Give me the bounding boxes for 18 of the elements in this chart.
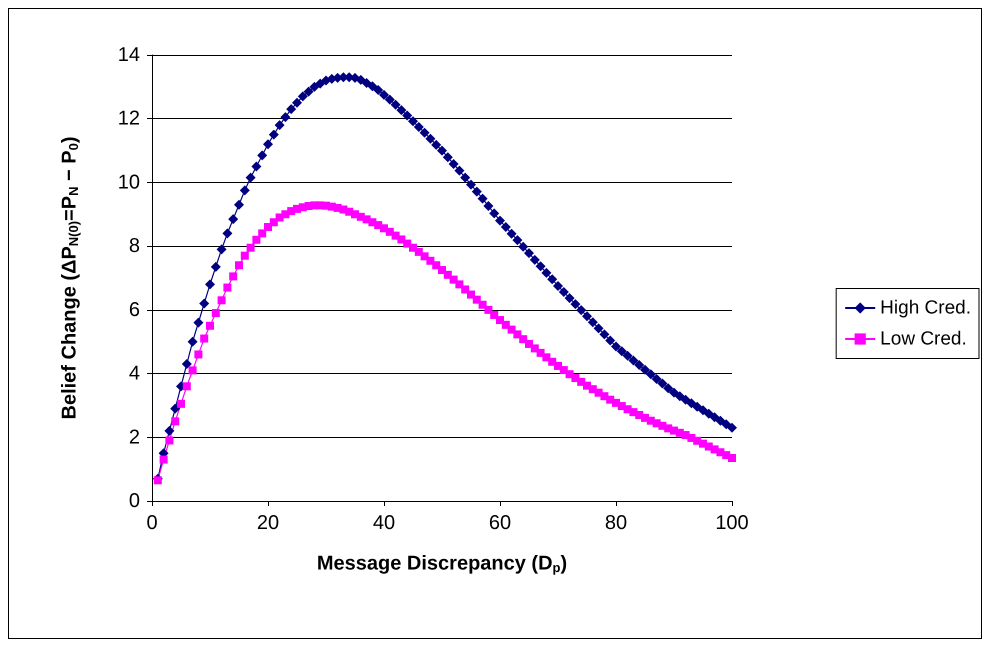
y-tick-label: 8 [128, 235, 140, 258]
legend-label: Low Cred. [880, 328, 967, 350]
y-tick-label: 10 [118, 171, 140, 194]
x-tick-label: 40 [372, 512, 396, 534]
y-tick-label: 2 [128, 426, 140, 448]
y-tick-label: 6 [128, 298, 140, 321]
y-axis-title: Belief Change (ΔPN(0)=PN − P0) [58, 136, 81, 420]
x-tick-label: 60 [488, 512, 512, 534]
x-tick-label: 20 [256, 512, 280, 534]
x-tick-label: 100 [715, 512, 749, 534]
y-tick-label: 4 [128, 362, 140, 385]
y-tick-label: 12 [118, 108, 140, 130]
y-tick-label: 14 [118, 44, 140, 66]
y-tick-label: 0 [128, 490, 140, 512]
x-tick-label: 80 [604, 512, 628, 534]
x-tick-label: 0 [146, 512, 158, 534]
x-axis-title: Message Discrepancy (Dp) [316, 552, 568, 575]
legend-label: High Cred. [880, 298, 972, 318]
